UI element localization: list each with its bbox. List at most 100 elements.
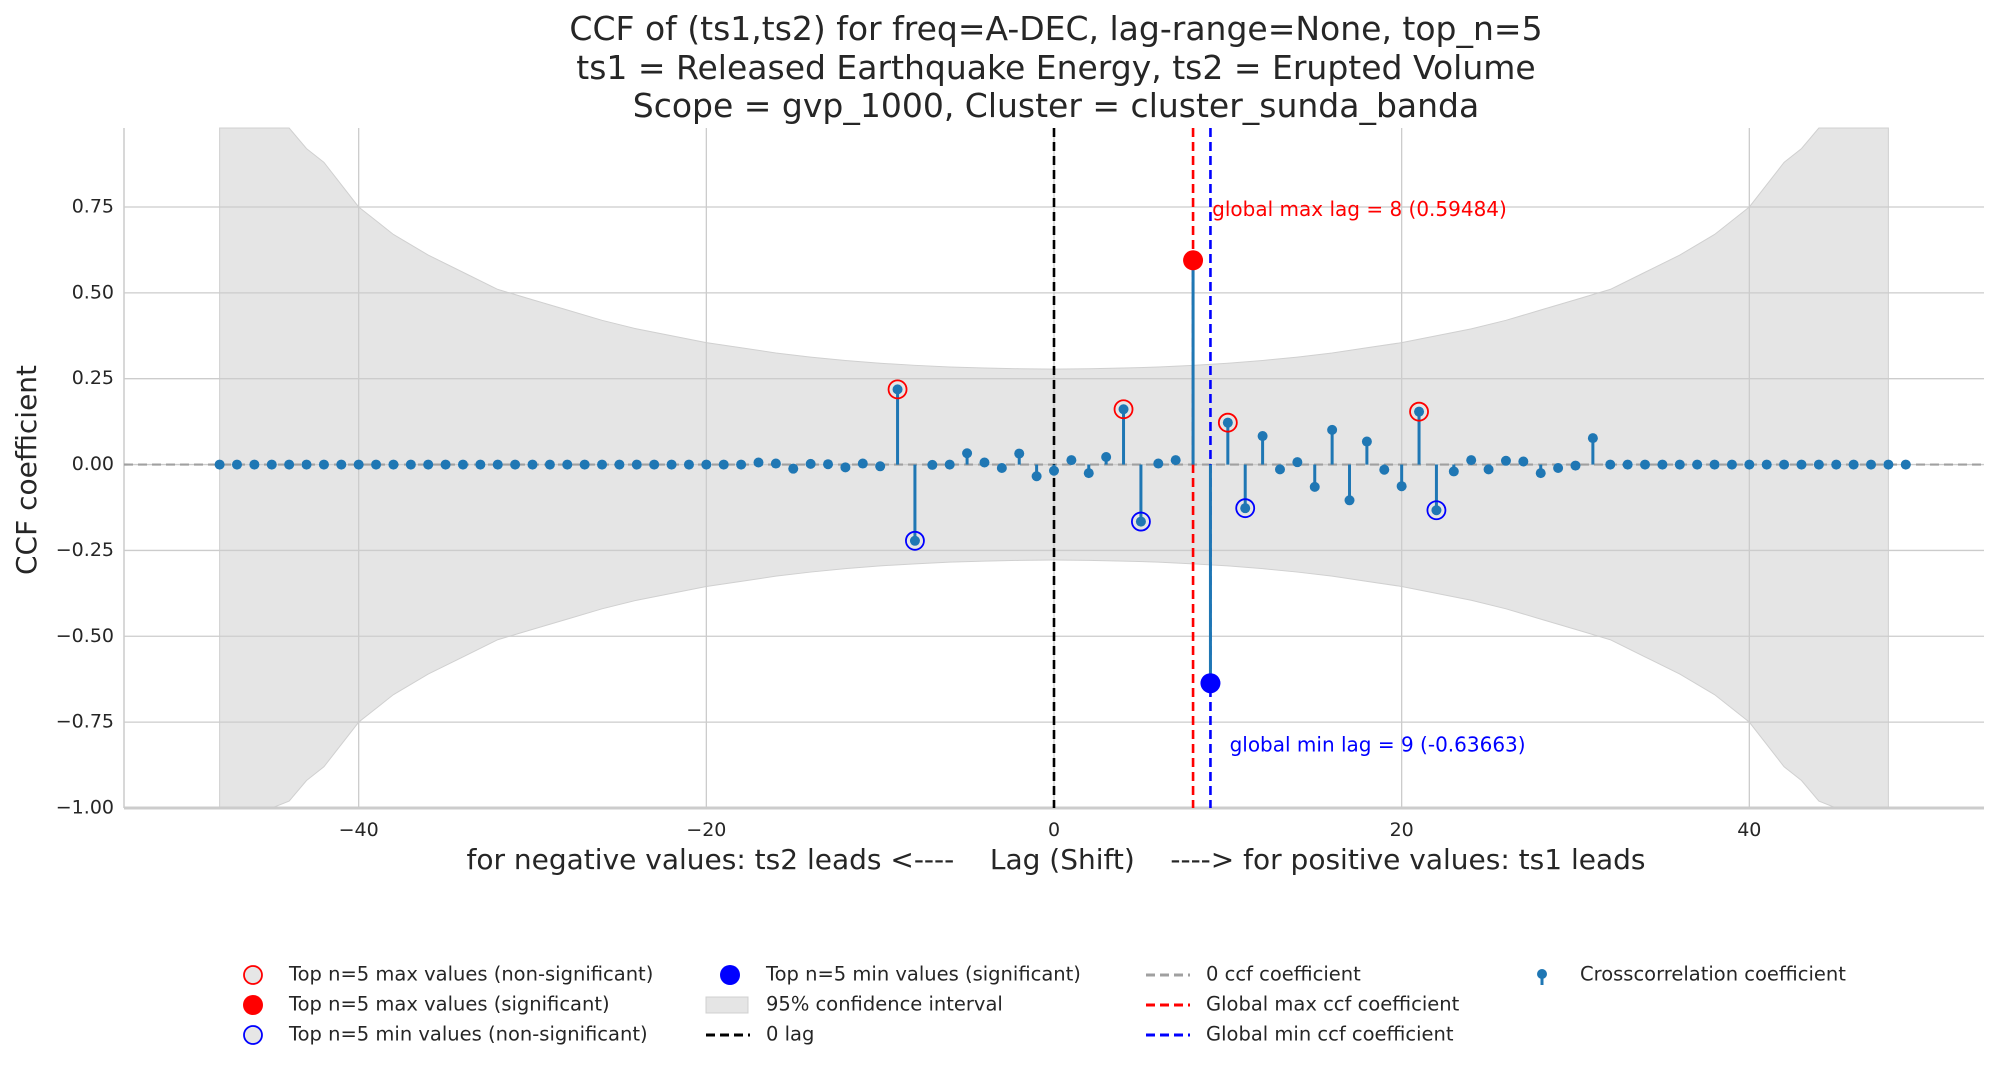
ccf-point <box>440 459 451 470</box>
x-tick-label: −40 <box>339 819 379 841</box>
ccf-point <box>1657 459 1668 470</box>
x-tick-label: 20 <box>1390 819 1414 841</box>
ccf-point <box>1831 459 1842 470</box>
ccf-point <box>1379 464 1390 475</box>
top-max-nonsig-marker <box>1217 412 1238 433</box>
ccf-point <box>1414 406 1425 417</box>
ccf-point <box>1813 459 1824 470</box>
legend-label: Top n=5 max values (non-significant) <box>288 963 653 986</box>
ccf-point <box>753 457 764 468</box>
legend-label: 0 lag <box>766 1023 814 1046</box>
ccf-point <box>996 463 1007 473</box>
ccf-point <box>1135 516 1146 527</box>
global-min-annotation: global min lag = 9 (-0.63663) <box>1230 733 1526 757</box>
legend-item: Crosscorrelation coefficient <box>1537 963 1846 986</box>
legend-swatch <box>705 996 749 1014</box>
x-axis-label: for negative values: ts2 leads <---- Lag… <box>467 843 1646 876</box>
ccf-point <box>631 459 642 470</box>
ccf-point <box>388 459 399 470</box>
ccf-point <box>597 459 608 470</box>
legend-item: 0 lag <box>706 1023 814 1046</box>
ccf-point <box>701 459 712 470</box>
ccf-point <box>1066 455 1077 466</box>
legend-label: Crosscorrelation coefficient <box>1580 963 1846 986</box>
top-min-sig-marker <box>1200 673 1221 694</box>
legend-item: Top n=5 min values (non-significant) <box>243 1023 648 1046</box>
ccf-point <box>1031 471 1042 482</box>
ccf-point <box>1692 459 1703 470</box>
legend-item: Top n=5 max values (significant) <box>243 993 610 1016</box>
ccf-point <box>249 459 260 470</box>
x-tick-label: 40 <box>1737 819 1761 841</box>
ccf-point <box>371 459 382 470</box>
ccf-point <box>318 459 329 470</box>
ccf-point <box>962 448 973 459</box>
ccf-point <box>562 459 573 470</box>
ccf-point <box>1240 503 1251 514</box>
legend-label: Top n=5 min values (non-significant) <box>288 1023 648 1046</box>
ccf-point <box>1587 433 1598 444</box>
y-axis-label: CCF coefficient <box>10 365 43 575</box>
legend-label: Global min ccf coefficient <box>1206 1023 1454 1046</box>
ccf-point <box>683 459 694 470</box>
title-line-1: CCF of (ts1,ts2) for freq=A-DEC, lag-ran… <box>569 9 1542 48</box>
legend-label: Global max ccf coefficient <box>1206 993 1460 1016</box>
ccf-point <box>1292 457 1303 468</box>
ccf-point <box>805 458 816 469</box>
ccf-point <box>840 462 851 473</box>
ccf-point <box>1327 424 1338 435</box>
ccf-point <box>614 459 625 470</box>
ccf-point <box>301 459 312 470</box>
ccf-point <box>1309 481 1320 492</box>
ccf-point <box>1014 448 1025 459</box>
top-max-nonsig-marker <box>1113 399 1134 420</box>
x-tick-label: −20 <box>686 819 726 841</box>
ccf-point <box>1518 456 1529 467</box>
ccf-point <box>909 535 920 546</box>
ccf-point <box>875 461 886 472</box>
ccf-point <box>1396 481 1407 492</box>
ccf-point <box>1570 460 1581 471</box>
ccf-point <box>1222 417 1233 428</box>
legend-swatch <box>243 1025 263 1045</box>
ccf-point <box>1170 455 1181 466</box>
ccf-point <box>405 459 416 470</box>
top-max-nonsig-marker <box>887 379 908 400</box>
ccf-point <box>579 459 590 470</box>
ccf-point <box>823 459 834 470</box>
ccf-point <box>214 459 225 470</box>
ccf-point <box>1709 459 1720 470</box>
ccf-point <box>510 459 521 470</box>
top-min-nonsig-marker <box>1131 511 1151 532</box>
ccf-point <box>666 459 677 470</box>
chart-title: CCF of (ts1,ts2) for freq=A-DEC, lag-ran… <box>569 9 1542 125</box>
legend-item: 0 ccf coefficient <box>1146 963 1361 986</box>
y-tick-label: −0.25 <box>56 539 114 561</box>
y-tick-label: 0.75 <box>72 195 114 217</box>
ccf-point <box>927 459 938 470</box>
ccf-point <box>1153 458 1164 469</box>
y-tick-label: 0.00 <box>72 453 114 475</box>
legend-item: Top n=5 max values (non-significant) <box>243 963 653 986</box>
ccf-point <box>1118 404 1129 415</box>
ccf-point <box>1900 459 1911 470</box>
ccf-point <box>979 457 990 468</box>
ccf-point <box>1448 466 1459 477</box>
ccf-point <box>1431 505 1442 516</box>
ccf-point <box>1361 436 1372 447</box>
y-tick-label: −0.50 <box>56 625 114 647</box>
ccf-point <box>284 459 295 470</box>
ccf-point <box>231 459 242 470</box>
ccf-point <box>1500 455 1511 466</box>
top-max-nonsig-marker <box>1409 401 1429 422</box>
title-line-3: Scope = gvp_1000, Cluster = cluster_sund… <box>633 86 1479 125</box>
legend: Top n=5 max values (non-significant) Top … <box>243 963 1846 1046</box>
y-tick-label: −1.00 <box>56 797 114 819</box>
title-line-2: ts1 = Released Earthquake Energy, ts2 = … <box>576 48 1535 87</box>
ccf-point <box>736 459 747 470</box>
ccf-point <box>1796 459 1807 470</box>
ccf-point <box>1049 465 1059 476</box>
legend-label: Top n=5 min values (significant) <box>765 963 1081 986</box>
ccf-point <box>892 384 903 395</box>
top-max-sig-marker <box>1183 250 1204 271</box>
